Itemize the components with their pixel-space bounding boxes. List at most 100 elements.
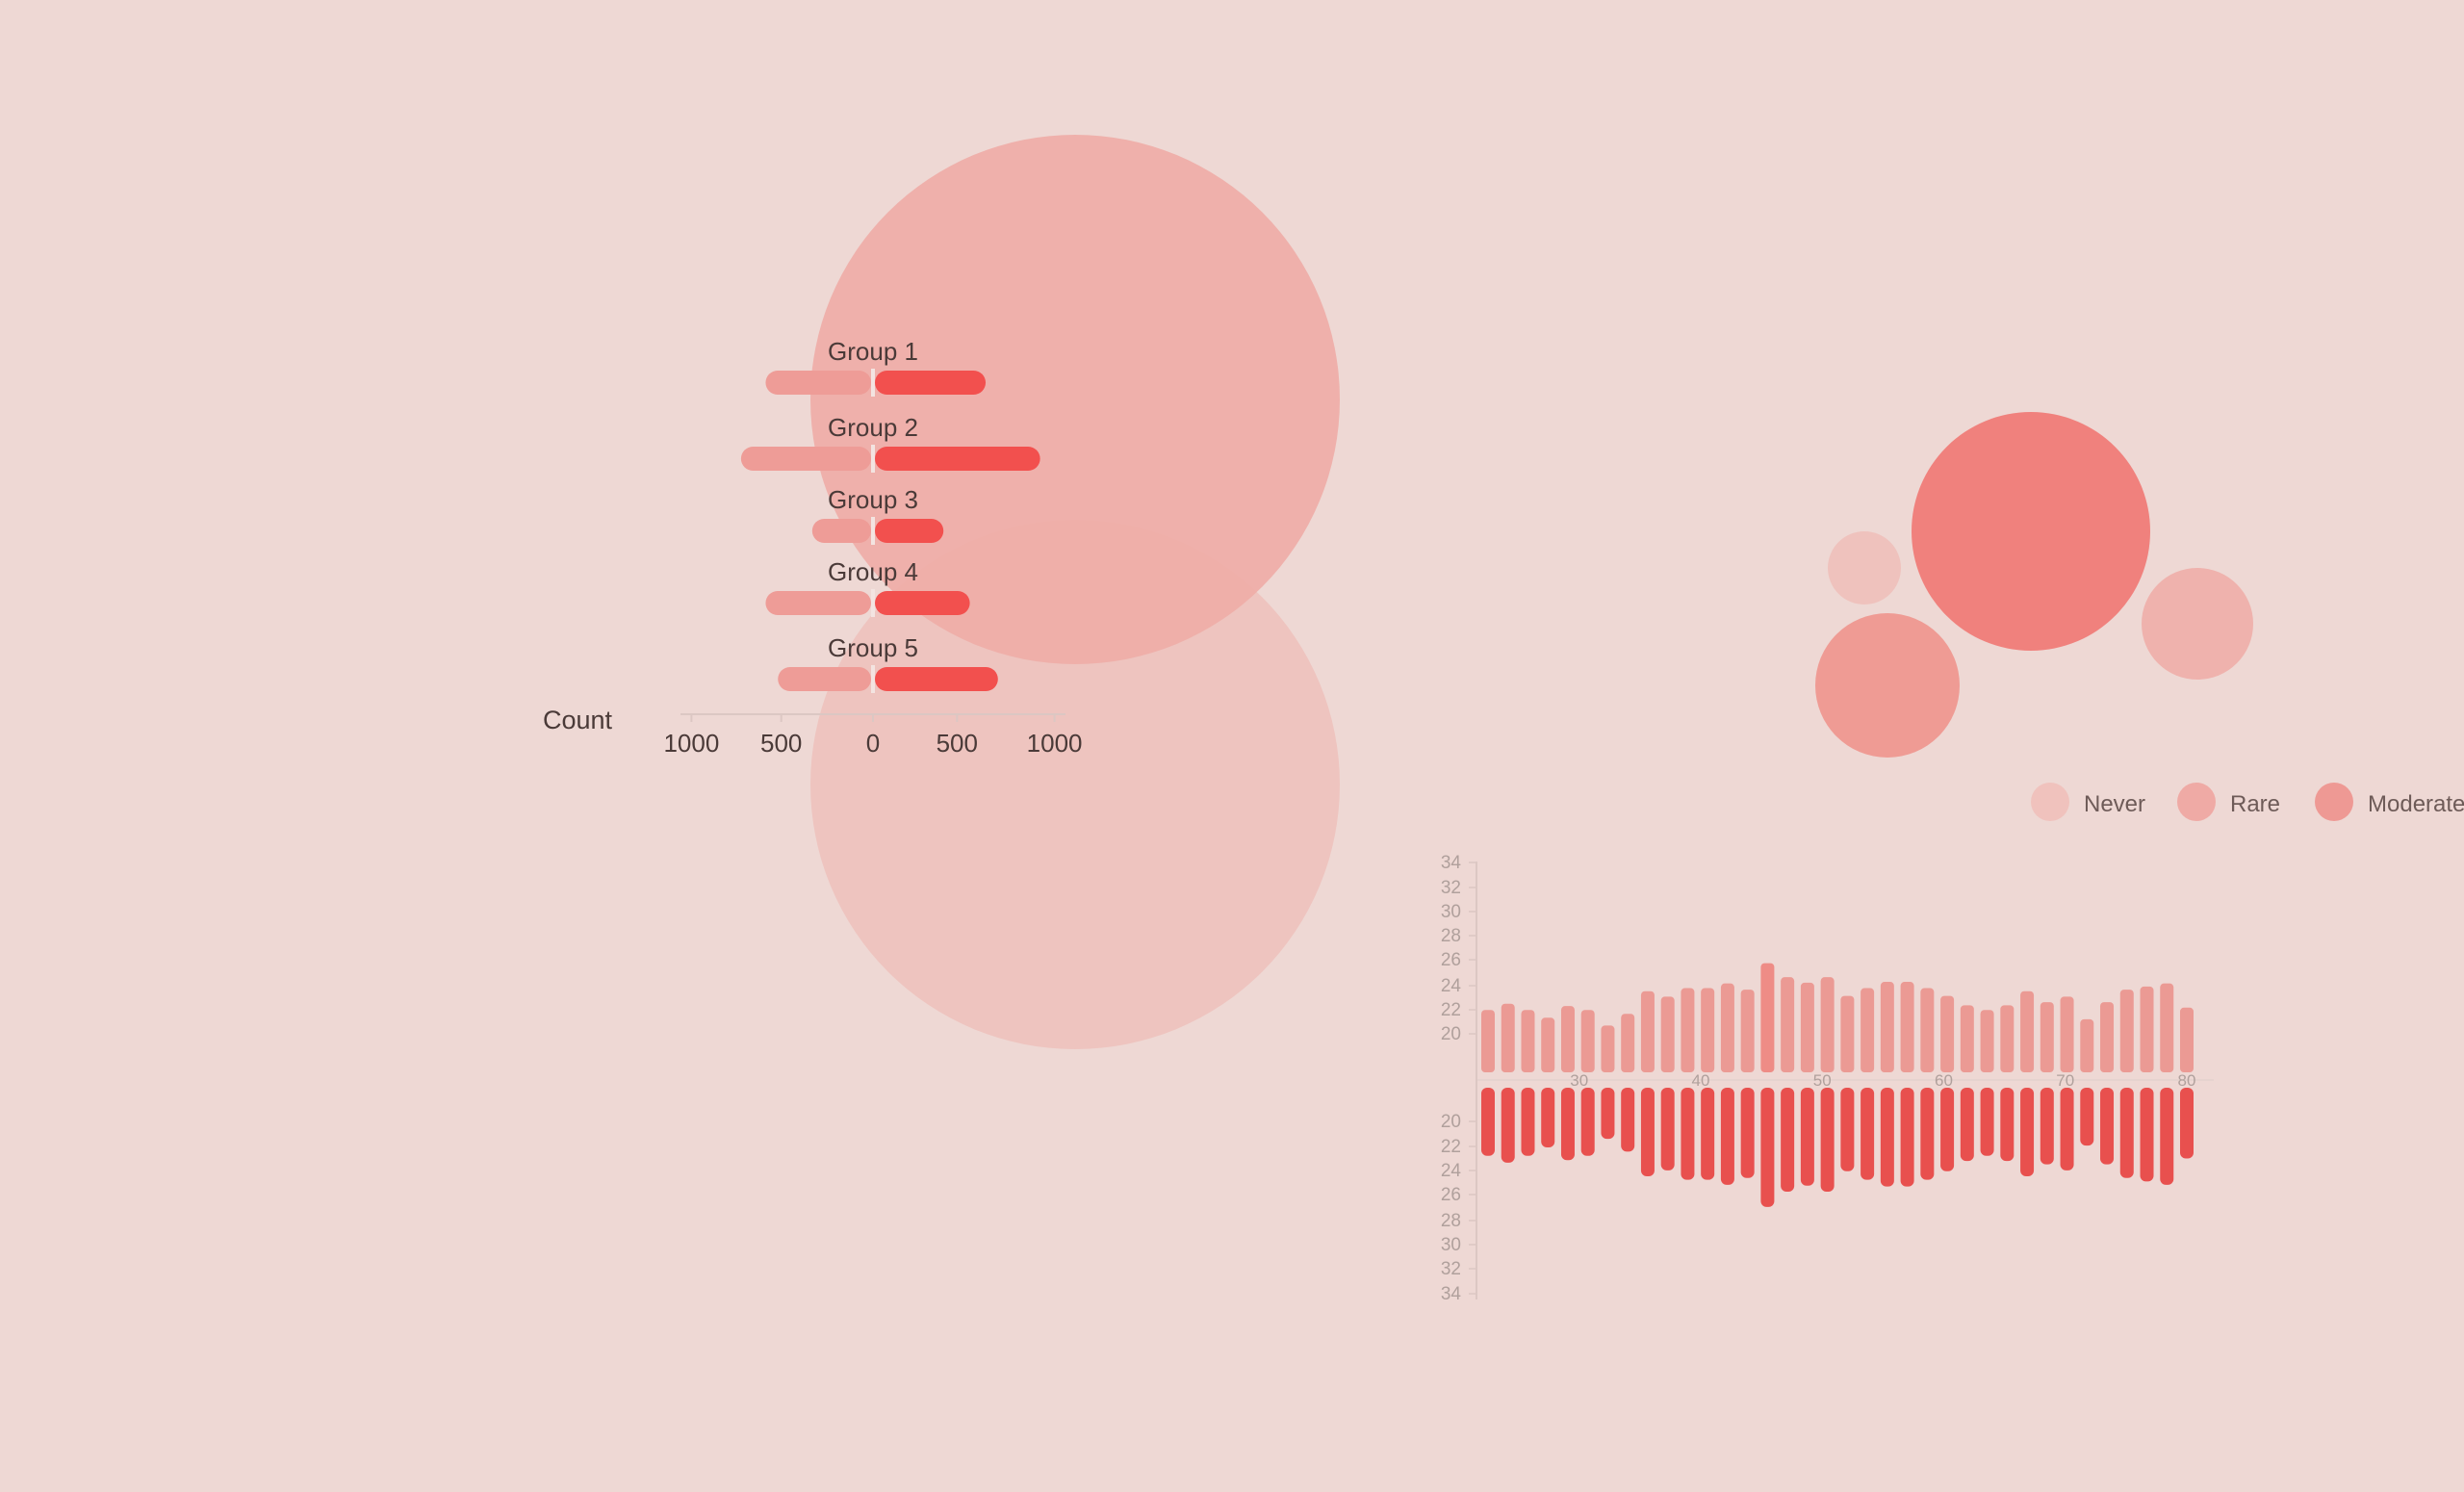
lower-bar (1820, 1088, 1835, 1192)
upper-bar (1541, 1017, 1555, 1072)
bubble (1815, 613, 1960, 758)
group-label: Group 2 (828, 413, 918, 442)
upper-bar (1660, 996, 1675, 1072)
group-label: Group 4 (828, 557, 918, 586)
lower-bar (1740, 1088, 1755, 1178)
lower-bar (1660, 1088, 1675, 1170)
x-tick-label: 500 (937, 729, 978, 758)
legend-swatch (2031, 783, 2069, 821)
lower-bar (2140, 1088, 2154, 1182)
upper-bar (1701, 988, 1715, 1072)
upper-bar (2160, 983, 2174, 1072)
legend-label: Rare (2230, 791, 2280, 817)
upper-bar (1501, 1003, 1515, 1072)
lower-bar (1580, 1088, 1595, 1156)
zero-divider (871, 369, 875, 397)
upper-bar (1840, 995, 1855, 1072)
lower-bar (2020, 1088, 2035, 1177)
bar-left (765, 591, 871, 615)
lower-bar (1621, 1088, 1635, 1152)
upper-bar (2040, 1002, 2054, 1072)
bar-right (875, 591, 970, 615)
lower-bar (1501, 1088, 1515, 1163)
lower-y-tick-label: 24 (1441, 1161, 1462, 1181)
x-tick-label: 1000 (1027, 729, 1083, 758)
venn-circle-bottom (810, 520, 1340, 1049)
upper-bar (1880, 982, 1894, 1072)
upper-bar (1820, 977, 1835, 1072)
legend-swatch (2315, 783, 2353, 821)
upper-bar (1621, 1014, 1635, 1072)
upper-bar (1940, 995, 1955, 1072)
lower-bar (1960, 1088, 1974, 1162)
lower-bar (1560, 1088, 1575, 1161)
lower-y-tick-label: 28 (1441, 1211, 1461, 1231)
lower-y-tick-label: 26 (1441, 1185, 1461, 1205)
zero-divider (871, 445, 875, 473)
group-label: Group 5 (828, 633, 918, 662)
lower-bar (2080, 1088, 2094, 1146)
x-tick-label: 1000 (663, 729, 719, 758)
upper-bar (1640, 990, 1655, 1072)
upper-bar (1601, 1025, 1615, 1072)
upper-bar (1560, 1006, 1575, 1072)
upper-bar (2140, 986, 2154, 1072)
bar-left (740, 447, 871, 471)
lower-bar (2180, 1088, 2194, 1159)
upper-bar (1800, 982, 1814, 1072)
zero-divider (871, 517, 875, 545)
mirror-x-tick-label: 50 (1813, 1071, 1832, 1090)
zero-divider (871, 589, 875, 617)
lower-bar (2100, 1088, 2115, 1165)
zero-divider (871, 665, 875, 693)
bar-left (765, 371, 871, 395)
lower-y-tick-label: 32 (1441, 1259, 1461, 1279)
lower-y-tick-label: 20 (1441, 1112, 1461, 1132)
lower-y-tick-label: 30 (1441, 1235, 1461, 1255)
upper-bar (1900, 982, 1914, 1072)
lower-bar (1840, 1088, 1855, 1171)
lower-bar (1601, 1088, 1615, 1140)
diverging-bar-chart: Group 1 Group 2 Group 3 Group 4 Group 5 (740, 337, 1040, 693)
lower-bar (2119, 1088, 2134, 1178)
lower-bar (1861, 1088, 1875, 1180)
lower-bar (2000, 1088, 2015, 1162)
upper-bar (1861, 988, 1875, 1072)
lower-bar (1900, 1088, 1914, 1187)
bar-left (778, 667, 871, 691)
upper-bar (1681, 988, 1695, 1072)
x-tick-label: 0 (866, 729, 880, 758)
upper-bar (1920, 988, 1935, 1072)
upper-y-tick-label: 24 (1441, 976, 1462, 996)
upper-y-tick-label: 26 (1441, 950, 1461, 970)
lower-bar (1681, 1088, 1695, 1180)
mirror-x-tick-label: 60 (1935, 1071, 1953, 1090)
bubble (1828, 531, 1901, 605)
lower-y-tick-label: 34 (1441, 1284, 1462, 1304)
upper-bar (1740, 990, 1755, 1072)
lower-bar (1781, 1088, 1795, 1192)
lower-bar (1880, 1088, 1894, 1187)
upper-bar (1481, 1010, 1495, 1072)
bar-right (875, 519, 944, 543)
x-tick-label: 500 (760, 729, 802, 758)
lower-bar (1980, 1088, 1994, 1156)
upper-y-tick-label: 32 (1441, 878, 1461, 898)
upper-bar (2080, 1018, 2094, 1072)
upper-bar (2020, 990, 2035, 1072)
lower-bar (1920, 1088, 1935, 1180)
upper-y-tick-label: 28 (1441, 926, 1461, 946)
mirror-x-tick-label: 70 (2056, 1071, 2074, 1090)
bar-right (875, 447, 1040, 471)
mirror-x-tick-label: 80 (2178, 1071, 2196, 1090)
lower-bar (1640, 1088, 1655, 1177)
upper-y-tick-label: 30 (1441, 902, 1461, 922)
upper-y-tick-label: 20 (1441, 1024, 1461, 1044)
lower-bar (2160, 1088, 2174, 1185)
lower-bar (1760, 1088, 1775, 1207)
bar-left (811, 519, 871, 543)
upper-bar (2180, 1007, 2194, 1072)
bar-right (875, 371, 987, 395)
lower-bar (1481, 1088, 1495, 1156)
